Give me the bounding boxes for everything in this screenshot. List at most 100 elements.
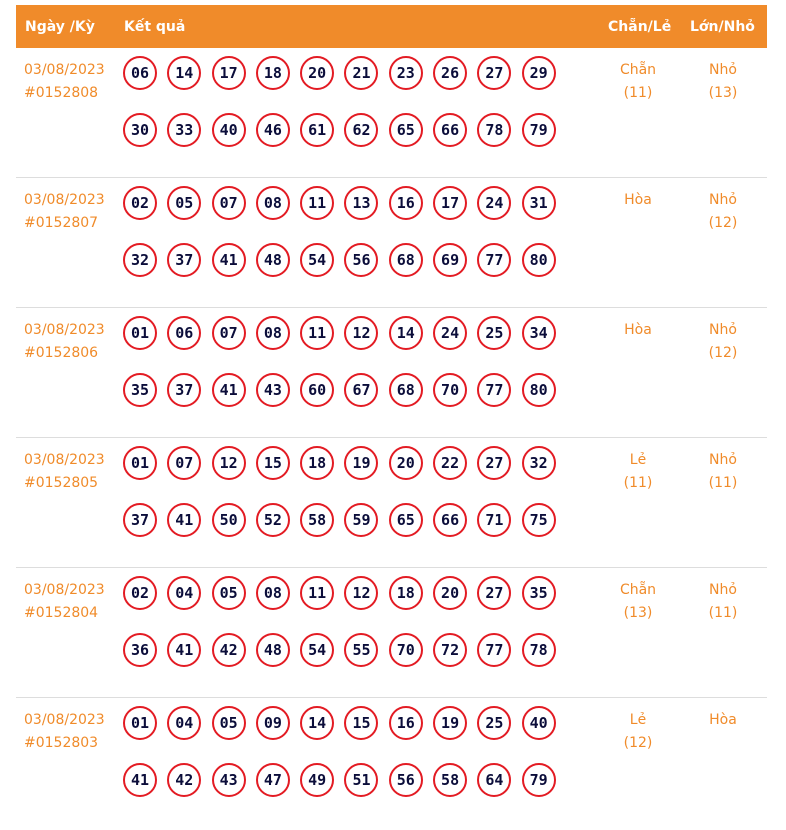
draw-date: 03/08/2023: [24, 582, 105, 598]
number-ball: 19: [344, 446, 379, 480]
table-body: 03/08/2023 #0152808 06 14 17 18 20 21 23 26 27 29 30…: [16, 48, 767, 828]
number-ball: 61: [300, 113, 335, 147]
draw-number: #0152806: [24, 345, 99, 361]
number-ball: 75: [521, 503, 556, 537]
number-ball: 20: [300, 56, 335, 90]
size-cell: Nhỏ (12): [683, 189, 763, 235]
number-ball: 33: [167, 113, 202, 147]
parity-cell: Lẻ (11): [598, 449, 678, 495]
number-ball: 02: [123, 186, 157, 220]
number-ball: 25: [477, 706, 512, 740]
number-ball: 50: [211, 503, 246, 537]
number-ball: 05: [211, 576, 246, 610]
number-ball: 12: [344, 576, 379, 610]
draw-number: #0152803: [24, 735, 99, 751]
size-result: Nhỏ: [709, 322, 737, 338]
result-balls: 02 05 07 08 11 13 16 17 24 31 32 37 41 48 54 56 68 69 77 80: [123, 186, 573, 300]
draw-date: 03/08/2023: [24, 62, 105, 78]
size-result: Nhỏ: [709, 192, 737, 208]
number-ball: 69: [433, 243, 468, 277]
number-ball: 09: [255, 706, 290, 740]
number-ball: 41: [167, 633, 202, 667]
number-ball: 14: [388, 316, 423, 350]
number-ball: 14: [167, 56, 202, 90]
draw-number: #0152804: [24, 605, 99, 621]
number-ball: 41: [123, 763, 157, 797]
number-ball: 12: [344, 316, 379, 350]
number-ball: 65: [388, 503, 423, 537]
number-ball: 16: [388, 186, 423, 220]
number-ball: 58: [300, 503, 335, 537]
number-ball: 30: [123, 113, 157, 147]
draw-date-cell: 03/08/2023 #0152805: [24, 449, 105, 495]
number-ball: 01: [123, 706, 157, 740]
size-cell: Nhỏ (12): [683, 319, 763, 365]
size-cell: Nhỏ (11): [683, 449, 763, 495]
draw-date-cell: 03/08/2023 #0152804: [24, 579, 105, 625]
number-ball: 08: [255, 316, 290, 350]
number-ball: 36: [123, 633, 157, 667]
size-count: (12): [708, 215, 738, 231]
ball-line: 06 14 17 18 20 21 23 26 27 29: [123, 56, 573, 113]
number-ball: 11: [300, 186, 335, 220]
table-header: Ngày /Kỳ Kết quả Chẵn/Lẻ Lớn/Nhỏ: [16, 5, 767, 48]
parity-cell: Chẵn (11): [598, 59, 678, 105]
ball-line: 36 41 42 48 54 55 70 72 77 78: [123, 633, 573, 690]
number-ball: 66: [433, 503, 468, 537]
number-ball: 37: [167, 373, 202, 407]
result-balls: 02 04 05 08 11 12 18 20 27 35 36 41 42 48 54 55 70 72 77 78: [123, 576, 573, 690]
number-ball: 35: [123, 373, 157, 407]
ball-line: 41 42 43 47 49 51 56 58 64 79: [123, 763, 573, 820]
number-ball: 79: [521, 113, 556, 147]
ball-line: 35 37 41 43 60 67 68 70 77 80: [123, 373, 573, 430]
size-cell: Hòa: [683, 709, 763, 732]
parity-cell: Hòa: [598, 319, 678, 342]
draw-date: 03/08/2023: [24, 712, 105, 728]
number-ball: 56: [344, 243, 379, 277]
number-ball: 06: [123, 56, 157, 90]
header-parity: Chẵn/Lẻ: [608, 19, 672, 35]
number-ball: 15: [255, 446, 290, 480]
number-ball: 08: [255, 186, 290, 220]
size-result: Nhỏ: [709, 582, 737, 598]
draw-number: #0152807: [24, 215, 99, 231]
number-ball: 24: [433, 316, 468, 350]
result-balls: 01 07 12 15 18 19 20 22 27 32 37 41 50 52 58 59 65 66 71 75: [123, 446, 573, 560]
number-ball: 18: [255, 56, 290, 90]
number-ball: 78: [477, 113, 512, 147]
number-ball: 27: [477, 446, 512, 480]
ball-line: 01 04 05 09 14 15 16 19 25 40: [123, 706, 573, 763]
number-ball: 07: [211, 186, 246, 220]
number-ball: 32: [123, 243, 157, 277]
number-ball: 12: [211, 446, 246, 480]
number-ball: 77: [477, 373, 512, 407]
parity-count: (11): [623, 475, 653, 491]
number-ball: 41: [211, 243, 246, 277]
results-table: Ngày /Kỳ Kết quả Chẵn/Lẻ Lớn/Nhỏ 03/08/2…: [16, 5, 767, 828]
number-ball: 07: [211, 316, 246, 350]
number-ball: 35: [521, 576, 556, 610]
ball-line: 30 33 40 46 61 62 65 66 78 79: [123, 113, 573, 170]
number-ball: 04: [167, 576, 202, 610]
number-ball: 65: [388, 113, 423, 147]
size-result: Nhỏ: [709, 62, 737, 78]
number-ball: 27: [477, 576, 512, 610]
number-ball: 67: [344, 373, 379, 407]
number-ball: 55: [344, 633, 379, 667]
number-ball: 48: [255, 243, 290, 277]
number-ball: 18: [300, 446, 335, 480]
number-ball: 42: [211, 633, 246, 667]
number-ball: 47: [255, 763, 290, 797]
number-ball: 08: [255, 576, 290, 610]
number-ball: 21: [344, 56, 379, 90]
size-cell: Nhỏ (11): [683, 579, 763, 625]
number-ball: 05: [211, 706, 246, 740]
number-ball: 32: [521, 446, 556, 480]
size-count: (11): [708, 605, 738, 621]
size-result: Hòa: [709, 712, 737, 728]
number-ball: 15: [344, 706, 379, 740]
number-ball: 37: [123, 503, 157, 537]
number-ball: 20: [388, 446, 423, 480]
number-ball: 62: [344, 113, 379, 147]
size-count: (11): [708, 475, 738, 491]
